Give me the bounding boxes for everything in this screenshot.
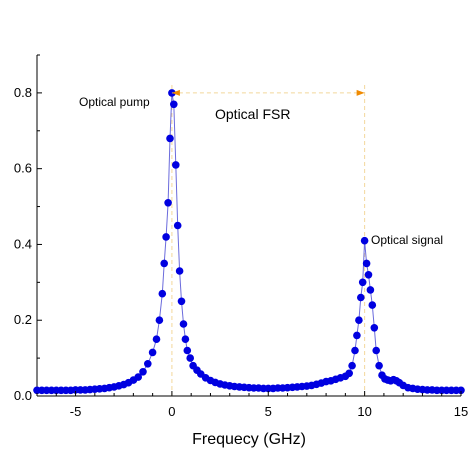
y-ticks: 0.0 0.2 0.4 0.6 0.8 (14, 54, 42, 403)
x-tick-label: 0 (168, 404, 175, 419)
data-point (348, 361, 356, 370)
data-point (370, 324, 379, 332)
data-point (357, 293, 365, 302)
data-point (172, 161, 180, 169)
x-tick-label: -5 (70, 404, 82, 419)
fsr-arrow (171, 89, 365, 96)
data-point (364, 271, 373, 279)
data-point (358, 278, 367, 287)
data-point (170, 100, 178, 109)
x-tick-label: 5 (265, 404, 272, 419)
x-ticks: -5 0 5 10 15 (36, 391, 468, 419)
data-point (134, 373, 142, 381)
data-point (372, 346, 381, 355)
data-point (360, 236, 369, 245)
data-point (160, 259, 168, 268)
data-point (175, 267, 184, 275)
x-tick-label: 10 (357, 404, 371, 419)
data-point (355, 316, 363, 325)
x-tick-label: 15 (454, 404, 468, 419)
data-point (148, 348, 157, 357)
data-point (183, 346, 192, 355)
data-point (162, 233, 170, 241)
fsr-arrow-head-right (356, 89, 365, 96)
y-tick-label: 0.6 (14, 161, 32, 176)
data-point (173, 221, 182, 230)
data-point (345, 369, 354, 378)
data-point (186, 354, 194, 362)
fsr-arrow-head-left (171, 89, 180, 96)
data-point (368, 301, 377, 309)
data-point (375, 361, 383, 370)
data-point (353, 331, 361, 340)
y-tick-label: 0.2 (14, 312, 32, 327)
data-point (168, 89, 176, 97)
data-point (164, 199, 172, 207)
data-point (155, 316, 164, 325)
data-point (362, 259, 371, 268)
data-point (366, 286, 375, 294)
data-point (179, 320, 188, 328)
data-point (177, 297, 186, 306)
data-point (158, 289, 167, 298)
fsr-annotation: Optical FSR (215, 106, 290, 122)
guide-lines (171, 85, 366, 396)
data-point (152, 335, 161, 344)
y-tick-label: 0.8 (14, 85, 32, 100)
y-tick-label: 0.4 (14, 236, 32, 251)
signal-annotation: Optical signal (371, 233, 443, 247)
data-point (181, 335, 190, 344)
data-point (166, 134, 174, 143)
data-point (351, 346, 359, 355)
data-points (33, 89, 465, 395)
x-axis-label: Frequecy (GHz) (192, 431, 306, 448)
data-point (139, 368, 147, 376)
data-point (457, 386, 465, 395)
data-point (144, 360, 152, 368)
y-tick-label: 0.0 (14, 388, 32, 403)
pump-annotation: Optical pump (79, 95, 150, 109)
